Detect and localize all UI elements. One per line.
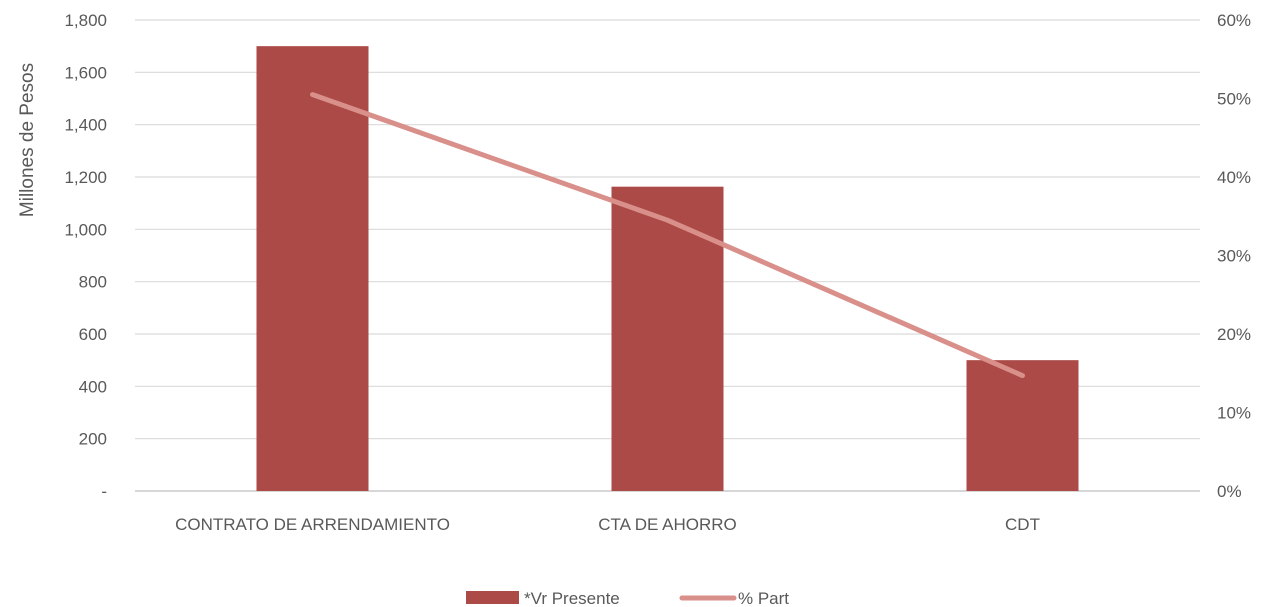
bar xyxy=(257,46,369,491)
y-tick-label: 400 xyxy=(79,377,107,396)
y2-tick-label: 40% xyxy=(1217,168,1251,187)
y-tick-label: - xyxy=(101,482,107,501)
legend-swatch-bar xyxy=(466,591,519,604)
legend-label: *Vr Presente xyxy=(524,589,620,607)
y-axis-title: Millones de Pesos xyxy=(17,63,38,217)
bar xyxy=(612,187,724,491)
y-tick-label: 1,400 xyxy=(64,116,107,135)
y-tick-label: 600 xyxy=(79,325,107,344)
y-tick-label: 1,200 xyxy=(64,168,107,187)
x-tick-label: CTA DE AHORRO xyxy=(598,515,737,534)
y2-tick-label: 10% xyxy=(1217,404,1251,423)
y-tick-label: 1,800 xyxy=(64,11,107,30)
bar-series xyxy=(257,46,1079,491)
y2-tick-label: 0% xyxy=(1217,482,1242,501)
x-axis: CONTRATO DE ARRENDAMIENTO CTA DE AHORRO CD… xyxy=(175,515,1040,534)
x-tick-label: CONTRATO DE ARRENDAMIENTO xyxy=(175,515,450,534)
legend: *Vr Presente % Part xyxy=(466,589,789,607)
x-tick-label: CDT xyxy=(1005,515,1040,534)
bar xyxy=(967,360,1079,491)
y2-tick-label: 20% xyxy=(1217,325,1251,344)
y2-tick-label: 50% xyxy=(1217,90,1251,109)
y-tick-label: 1,600 xyxy=(64,63,107,82)
y-tick-label: 200 xyxy=(79,430,107,449)
y2-tick-label: 60% xyxy=(1217,11,1251,30)
legend-label: % Part xyxy=(738,589,789,607)
left-axis: - 200 400 600 800 1,000 1,200 1,400 1,600 1,800 xyxy=(64,11,107,501)
right-axis: 0% 10% 20% 30% 40% 50% 60% xyxy=(1217,11,1251,501)
y-tick-label: 800 xyxy=(79,273,107,292)
y-tick-label: 1,000 xyxy=(64,220,107,239)
y2-tick-label: 30% xyxy=(1217,247,1251,266)
